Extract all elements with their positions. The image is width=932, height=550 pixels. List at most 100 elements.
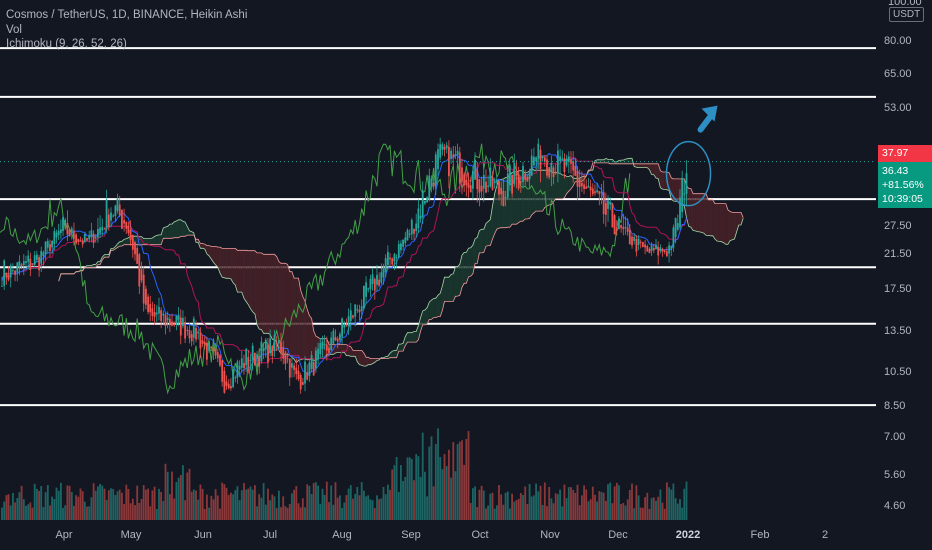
ichimoku-cloud-segment bbox=[243, 250, 247, 302]
volume-bar bbox=[332, 504, 335, 520]
volume-bar bbox=[506, 491, 509, 520]
candle-body bbox=[478, 179, 481, 193]
ichimoku-indicator-label[interactable]: Ichimoku (9, 26, 52, 26) bbox=[6, 38, 127, 50]
ichimoku-cloud-segment bbox=[241, 250, 244, 299]
base-line bbox=[1, 157, 687, 364]
ichimoku-cloud-segment bbox=[435, 295, 438, 318]
ichimoku-cloud-segment bbox=[276, 256, 279, 351]
volume-bar bbox=[62, 507, 64, 520]
candle-body bbox=[622, 226, 625, 230]
candle-body bbox=[214, 349, 217, 356]
candle-body bbox=[142, 274, 145, 304]
volume-bar bbox=[254, 485, 256, 520]
candle-body bbox=[173, 323, 176, 326]
volume-bar bbox=[145, 489, 147, 520]
candle-body bbox=[18, 261, 21, 268]
candle-body bbox=[60, 229, 62, 233]
ichimoku-cloud-segment bbox=[451, 273, 454, 302]
ichimoku-cloud-segment bbox=[163, 227, 166, 239]
ichimoku-cloud-segment bbox=[475, 237, 478, 264]
candle-body bbox=[578, 178, 581, 187]
candle-body bbox=[325, 344, 328, 351]
ichimoku-cloud-segment bbox=[200, 243, 203, 249]
ichimoku-cloud-segment bbox=[111, 248, 114, 251]
ichimoku-cloud-segment bbox=[446, 277, 449, 302]
candle-body bbox=[206, 342, 208, 360]
session-high-tag: 37.97 bbox=[878, 145, 932, 162]
ichimoku-cloud-segment bbox=[732, 212, 735, 240]
volume-bar bbox=[284, 506, 287, 520]
candle-body bbox=[679, 197, 681, 228]
volume-bar bbox=[454, 471, 457, 520]
volume-bar bbox=[609, 482, 612, 520]
volume-bar bbox=[685, 481, 688, 520]
candle-body bbox=[22, 261, 25, 266]
ichimoku-cloud-segment bbox=[627, 158, 630, 164]
volume-bar bbox=[373, 508, 376, 520]
volume-bar bbox=[467, 431, 470, 520]
volume-bar bbox=[227, 494, 230, 520]
price-tick-label: 5.60 bbox=[884, 469, 906, 481]
candle-body bbox=[602, 192, 605, 215]
volume-bar bbox=[474, 486, 476, 520]
candle-body bbox=[574, 166, 577, 176]
volume-bar bbox=[14, 502, 16, 520]
currency-unit-button[interactable]: USDT bbox=[889, 7, 925, 22]
volume-bar bbox=[53, 499, 56, 520]
candle-body bbox=[293, 365, 295, 370]
volume-bar bbox=[151, 490, 154, 520]
candle-body bbox=[609, 202, 612, 205]
volume-bar bbox=[110, 488, 112, 520]
candle-body bbox=[480, 185, 483, 192]
ichimoku-cloud-segment bbox=[695, 193, 698, 232]
candle-body bbox=[319, 343, 322, 354]
volume-bar bbox=[615, 482, 618, 520]
ichimoku-cloud-segment bbox=[235, 248, 238, 293]
ichimoku-cloud-segment bbox=[466, 248, 469, 284]
candle-body bbox=[258, 356, 261, 367]
volume-bar bbox=[642, 507, 644, 520]
ichimoku-cloud-segment bbox=[721, 203, 724, 243]
candle-body bbox=[454, 154, 457, 156]
volume-indicator-label[interactable]: Vol bbox=[6, 23, 22, 36]
volume-bar bbox=[323, 494, 326, 520]
volume-bar bbox=[140, 499, 143, 520]
candle-body bbox=[138, 254, 141, 287]
volume-bar bbox=[679, 499, 681, 520]
volume-bar bbox=[659, 489, 662, 520]
volume-bar bbox=[552, 503, 555, 520]
volume-bar bbox=[197, 499, 200, 520]
candle-body bbox=[489, 167, 492, 187]
candle-body bbox=[430, 178, 433, 188]
volume-bar bbox=[513, 501, 516, 520]
volume-bar bbox=[297, 503, 300, 520]
ichimoku-cloud-segment bbox=[723, 203, 726, 245]
ichimoku-cloud-segment bbox=[448, 274, 452, 302]
candle-body bbox=[397, 244, 400, 258]
candle-body bbox=[583, 184, 585, 189]
volume-bar bbox=[60, 482, 62, 520]
volume-bar bbox=[240, 490, 243, 520]
ichimoku-cloud-segment bbox=[361, 350, 364, 367]
symbol-title[interactable]: Cosmos / TetherUS, 1D, BINANCE, Heikin A… bbox=[6, 9, 248, 21]
ichimoku-cloud-segment bbox=[180, 219, 183, 237]
ichimoku-cloud-segment bbox=[494, 185, 497, 234]
candle-body bbox=[526, 176, 529, 182]
ichimoku-cloud-segment bbox=[608, 159, 611, 164]
volume-bar bbox=[535, 483, 537, 520]
ichimoku-cloud-segment bbox=[431, 298, 434, 320]
candle-body bbox=[552, 167, 555, 178]
candle-body bbox=[426, 197, 428, 203]
volume-bar bbox=[142, 485, 145, 520]
ichimoku-cloud-segment bbox=[239, 250, 242, 293]
volume-bar bbox=[563, 484, 566, 520]
ichimoku-cloud-segment bbox=[693, 193, 696, 231]
price-axis[interactable]: 80.00 65.00 53.00 27.50 21.50 17.50 13.50 10.50… bbox=[876, 0, 932, 550]
volume-bar bbox=[123, 504, 125, 520]
candle-body bbox=[282, 347, 285, 359]
ichimoku-cloud-segment bbox=[182, 221, 186, 237]
ichimoku-cloud-segment bbox=[156, 234, 159, 245]
volume-bar bbox=[415, 454, 418, 520]
volume-bar bbox=[129, 503, 132, 520]
